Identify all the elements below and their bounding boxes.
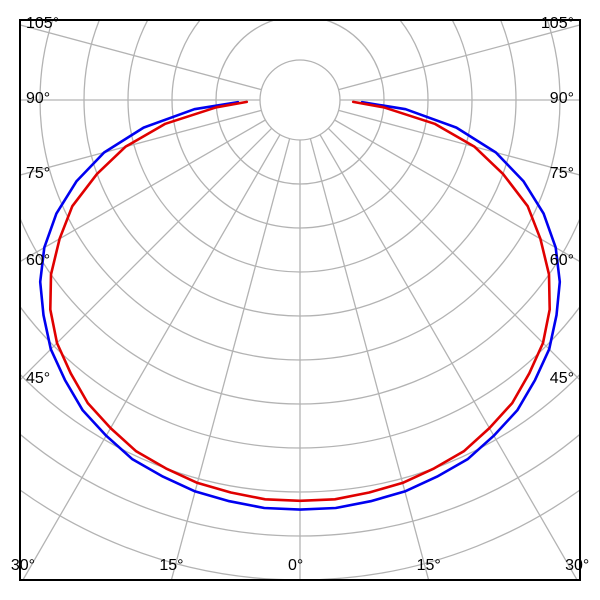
angle-label: 30° <box>565 558 589 574</box>
polar-chart: 105° 90° 75° 60° 45° 30° 15° 0° 15° 30° 45° 60° 75° 9… <box>0 0 600 600</box>
angle-label: 90° <box>550 91 574 107</box>
angle-label: 60° <box>26 253 50 269</box>
angle-label: 75° <box>550 166 574 182</box>
angle-label: 45° <box>26 371 50 387</box>
angle-label: 75° <box>26 166 50 182</box>
angle-label: 60° <box>550 253 574 269</box>
angle-label: 105° <box>26 16 59 32</box>
angle-label: 15° <box>159 558 183 574</box>
angle-label: 45° <box>550 371 574 387</box>
angle-label: 90° <box>26 91 50 107</box>
angle-label: 15° <box>417 558 441 574</box>
polar-chart-svg <box>0 0 600 600</box>
angle-label: 0° <box>288 558 303 574</box>
angle-label: 105° <box>541 16 574 32</box>
angle-label: 30° <box>11 558 35 574</box>
